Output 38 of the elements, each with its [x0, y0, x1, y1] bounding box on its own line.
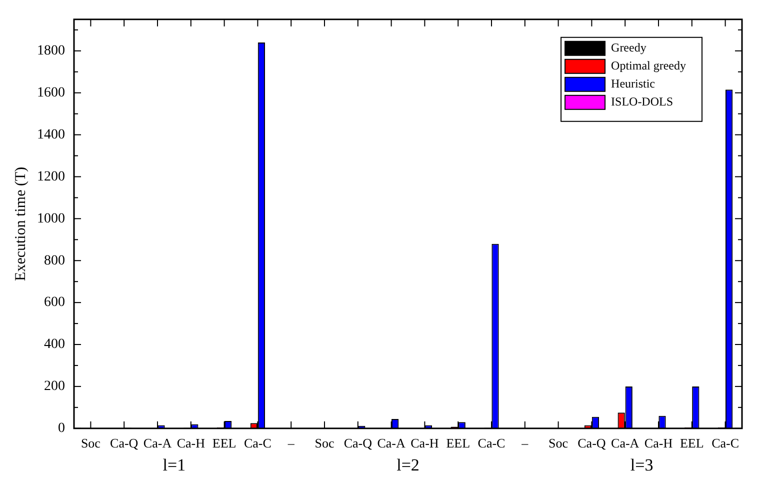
legend-label: ISLO-DOLS — [611, 94, 674, 109]
x-tick-label: Ca-Q — [578, 436, 606, 451]
legend-label: Optimal greedy — [611, 58, 686, 73]
x-tick-label: EEL — [446, 436, 470, 451]
x-tick-label: Ca-A — [377, 436, 406, 451]
x-tick-label: Ca-Q — [110, 436, 139, 451]
x-tick-label: – — [520, 436, 529, 451]
text: l=1 — [162, 455, 186, 474]
x-tick-label: Ca-H — [410, 436, 439, 451]
x-tick-label: Soc — [314, 436, 334, 451]
x-tick-label: Ca-C — [712, 436, 740, 451]
y-tick-label: 400 — [44, 337, 65, 352]
x-tick-label: Ca-Q — [344, 436, 373, 451]
y-tick-label: 1000 — [37, 211, 65, 226]
y-tick-label: 600 — [44, 295, 65, 310]
x-tick-label: Ca-H — [176, 436, 205, 451]
y-tick-label: 1600 — [37, 85, 65, 100]
text: l=2 — [396, 455, 420, 474]
y-axis-title: Execution time (T) — [12, 166, 29, 281]
y-tick-label: 200 — [44, 379, 65, 394]
y-tick-label: 1400 — [37, 127, 65, 142]
x-tick-label: EEL — [680, 436, 704, 451]
x-tick-label: Ca-C — [478, 436, 506, 451]
x-tick-label: EEL — [212, 436, 236, 451]
x-tick-label: Ca-C — [244, 436, 272, 451]
x-tick-label: – — [286, 436, 295, 451]
y-tick-label: 0 — [58, 421, 65, 436]
y-tick-label: 1800 — [37, 44, 65, 59]
text: l=3 — [630, 455, 654, 474]
x-tick-label: Soc — [80, 436, 101, 451]
y-tick-label: 800 — [44, 253, 65, 268]
x-tick-label: Ca-A — [143, 436, 172, 451]
legend-label: Greedy — [611, 40, 646, 55]
x-tick-label: Soc — [548, 436, 568, 451]
x-tick-label: Ca-H — [644, 436, 673, 451]
x-tick-label: Ca-A — [611, 436, 640, 451]
legend-label: Heuristic — [611, 76, 656, 91]
y-tick-label: 1200 — [37, 169, 65, 184]
